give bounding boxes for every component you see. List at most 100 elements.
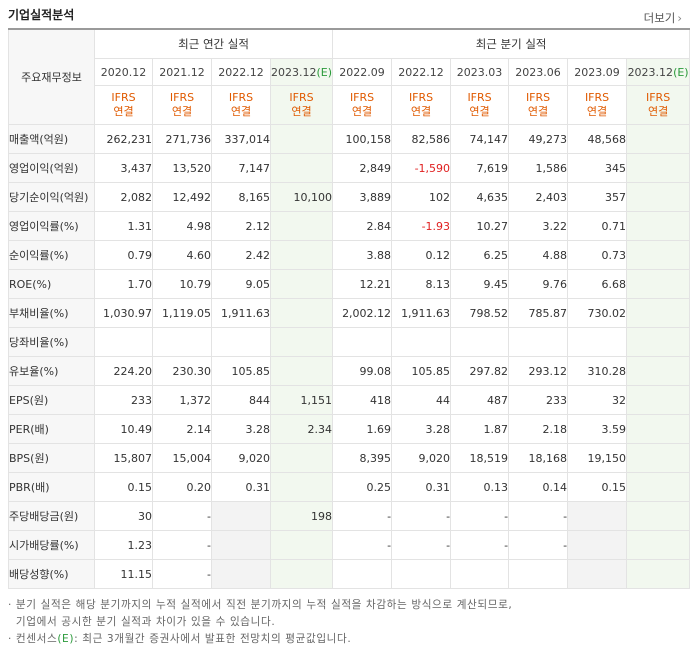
- table-row: PBR(배) 0.15 0.20 0.31 0.25 0.31 0.13 0.14 0.15: [8, 472, 691, 502]
- quarterly-value: 345: [567, 153, 628, 183]
- quarterly-period-2: 2023.03: [450, 58, 510, 86]
- period-label: 2022.09: [339, 65, 385, 79]
- annual-value: 3.28: [211, 414, 271, 444]
- quarterly-value: 18,168: [508, 443, 569, 473]
- basis-consolidated: 연결: [586, 105, 608, 118]
- quarterly-value: 0.13: [450, 472, 510, 502]
- footnote-1: · 분기 실적은 해당 분기까지의 누적 실적에서 직전 분기까지의 누적 실적…: [8, 599, 513, 611]
- quarterly-value: 2.18: [508, 414, 569, 444]
- table-row: 영업이익률(%) 1.31 4.98 2.12 2.84 -1.93 10.27 3.22 0.…: [8, 211, 691, 241]
- quarterly-value: 102: [391, 182, 452, 212]
- quarterly-value: 233: [508, 385, 569, 415]
- quarterly-value: 7,619: [450, 153, 510, 183]
- period-label: 2023.12: [627, 65, 674, 79]
- annual-value: 2.14: [152, 414, 212, 444]
- quarterly-value: -1,590: [391, 153, 452, 183]
- annual-value: 198: [269, 501, 334, 531]
- annual-value: 4.98: [152, 211, 212, 241]
- basis-consolidated: 연결: [351, 105, 373, 118]
- basis-cell: IFRS 연결: [332, 85, 393, 125]
- annual-value: 230.30: [152, 356, 212, 386]
- quarterly-value: [626, 211, 691, 241]
- annual-value: 10.79: [152, 269, 212, 299]
- quarterly-value: [332, 559, 393, 589]
- quarterly-value: [450, 327, 510, 357]
- period-label: 2023.12: [271, 65, 317, 79]
- annual-value: 13,520: [152, 153, 212, 183]
- quarterly-value: [332, 327, 393, 357]
- annual-value: 8,165: [211, 182, 271, 212]
- quarterly-value: 105.85: [391, 356, 452, 386]
- quarterly-value: 0.14: [508, 472, 569, 502]
- quarterly-period-4: 2023.09: [567, 58, 628, 86]
- quarterly-value: [626, 443, 691, 473]
- basis-ifrs: IFRS: [169, 91, 195, 104]
- quarterly-value: -: [391, 530, 452, 560]
- table-row: 순이익률(%) 0.79 4.60 2.42 3.88 0.12 6.25 4.88 0.73: [8, 240, 691, 270]
- quarterly-value: [626, 153, 691, 183]
- quarterly-value: -: [332, 530, 393, 560]
- quarterly-value: -: [391, 501, 452, 531]
- footnote-2: 기업에서 공시한 분기 실적과 차이가 있을 수 있습니다.: [8, 616, 276, 628]
- row-label: 부채비율(%): [8, 298, 95, 328]
- table-row: 유보율(%) 224.20 230.30 105.85 99.08 105.85 297.8…: [8, 356, 691, 386]
- annual-value: -: [152, 530, 212, 560]
- quarterly-value: 297.82: [450, 356, 510, 386]
- row-label: 당좌비율(%): [8, 327, 95, 357]
- quarterly-value: 0.25: [332, 472, 393, 502]
- quarterly-value: 100,158: [332, 124, 393, 154]
- quarterly-period-5: 2023.12(E): [626, 58, 691, 86]
- basis-cell: IFRS 연결: [211, 85, 271, 125]
- quarterly-value: 1.87: [450, 414, 510, 444]
- row-label: ROE(%): [8, 269, 95, 299]
- row-label-header: 주요재무정보: [8, 28, 95, 125]
- annual-value: 10.49: [94, 414, 153, 444]
- basis-ifrs: IFRS: [525, 91, 551, 104]
- estimate-mark: (E): [316, 65, 333, 79]
- period-label: 2022.12: [218, 65, 264, 79]
- table-row: 주당배당금(원) 30-198- - - -: [8, 501, 691, 531]
- annual-value: 1,030.97: [94, 298, 153, 328]
- annual-value: [269, 472, 334, 502]
- quarterly-value: 293.12: [508, 356, 569, 386]
- footnote-3-mark: (E): [57, 633, 75, 645]
- basis-cell: IFRS 연결: [508, 85, 569, 125]
- basis-ifrs: IFRS: [289, 91, 314, 104]
- row-label: PBR(배): [8, 472, 95, 502]
- basis-consolidated: 연결: [527, 105, 549, 118]
- annual-value: [269, 298, 334, 328]
- quarterly-value: -: [508, 530, 569, 560]
- basis-ifrs: IFRS: [645, 91, 671, 104]
- quarterly-value: 19,150: [567, 443, 628, 473]
- quarterly-value: 0.15: [567, 472, 628, 502]
- quarterly-value: 18,519: [450, 443, 510, 473]
- basis-ifrs: IFRS: [408, 91, 434, 104]
- basis-cell: IFRS 연결: [152, 85, 212, 125]
- basis-ifrs: IFRS: [467, 91, 492, 104]
- table-row: 매출액(억원) 262,231 271,736 337,014 100,158 82,58…: [8, 124, 691, 154]
- quarterly-period-3: 2023.06: [508, 58, 569, 86]
- quarterly-value: [626, 124, 691, 154]
- quarterly-value: [567, 501, 628, 531]
- quarterly-value: [626, 414, 691, 444]
- annual-value: 105.85: [211, 356, 271, 386]
- table-row: 배당성향(%) 11.15-: [8, 559, 691, 589]
- more-link[interactable]: 더보기 ›: [644, 10, 682, 26]
- annual-value: 224.20: [94, 356, 153, 386]
- quarterly-value: 9.76: [508, 269, 569, 299]
- basis-consolidated: 연결: [113, 105, 134, 118]
- quarterly-value: [567, 327, 628, 357]
- annual-value: 1,911.63: [211, 298, 271, 328]
- basis-consolidated: 연결: [410, 105, 432, 118]
- basis-consolidated: 연결: [469, 105, 490, 118]
- quarterly-value: 3.28: [391, 414, 452, 444]
- quarterly-value: 0.31: [391, 472, 452, 502]
- quarterly-group-header: 최근 분기 실적: [332, 28, 691, 59]
- quarterly-period-0: 2022.09: [332, 58, 393, 86]
- quarterly-value: 0.71: [567, 211, 628, 241]
- quarterly-value: -: [450, 530, 510, 560]
- quarterly-value: [508, 327, 569, 357]
- row-label: 시가배당률(%): [8, 530, 95, 560]
- quarterly-value: [391, 559, 452, 589]
- annual-value: [269, 124, 334, 154]
